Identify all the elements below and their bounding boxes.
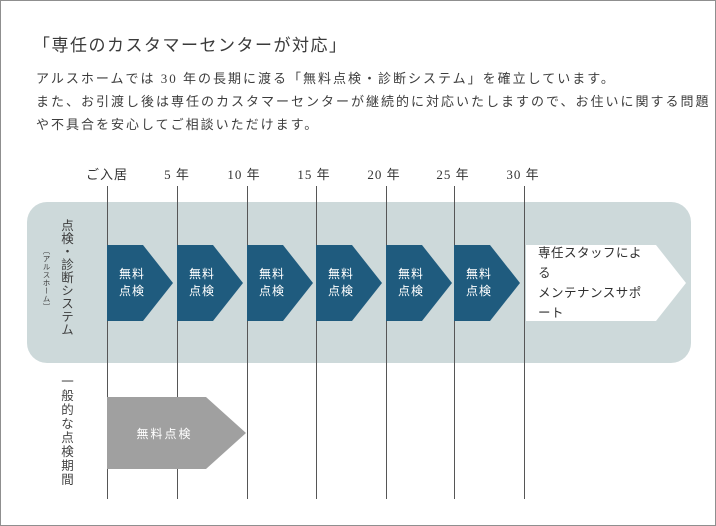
timeline-gridline xyxy=(316,186,317,499)
free-inspection-arrow-label: 無料 点検 xyxy=(118,267,145,298)
maintenance-support-arrow-label: 専任スタッフによる メンテナンスサポート xyxy=(538,246,643,320)
timeline-year-label: 20 年 xyxy=(367,167,401,182)
timeline-gridline xyxy=(177,186,178,499)
timeline-year-label: 10 年 xyxy=(227,167,261,182)
ars-row-label-sub: 〔アルスホーム〕 xyxy=(42,247,51,311)
timeline-gridline xyxy=(454,186,455,499)
timeline-gridline xyxy=(247,186,248,499)
ars-row-label: 点検・診断システム 〔アルスホーム〕 xyxy=(41,219,76,336)
free-inspection-arrow-label: 無料 点検 xyxy=(327,267,354,298)
general-free-inspection-arrow-label: 無料点検 xyxy=(136,426,193,441)
page-title: 「専任のカスタマーセンターが対応」 xyxy=(33,36,348,55)
timeline-gridline xyxy=(107,186,108,499)
timeline-gridline xyxy=(386,186,387,499)
timeline-year-label: 25 年 xyxy=(436,167,470,182)
ars-row-label-main: 点検・診断システム xyxy=(59,219,73,336)
page-description: アルスホームでは 30 年の長期に渡る「無料点検・診断システム」を確立しています… xyxy=(36,71,711,132)
timeline-year-label: ご入居 xyxy=(85,167,128,182)
timeline-gridline xyxy=(524,186,525,499)
free-inspection-arrow-label: 無料 点検 xyxy=(465,267,492,298)
free-inspection-arrow-label: 無料 点検 xyxy=(258,267,285,298)
timeline-year-label: 5 年 xyxy=(164,167,190,182)
general-row-label: 一般的な点検期間 xyxy=(59,375,73,487)
maintenance-support-arrow: 専任スタッフによる メンテナンスサポート xyxy=(526,245,686,321)
free-inspection-arrow-label: 無料 点検 xyxy=(397,267,424,298)
timeline-year-label: 30 年 xyxy=(506,167,540,182)
general-free-inspection-arrow: 無料点検 xyxy=(107,397,246,469)
timeline-year-label: 15 年 xyxy=(297,167,331,182)
free-inspection-arrow-label: 無料 点検 xyxy=(188,267,215,298)
